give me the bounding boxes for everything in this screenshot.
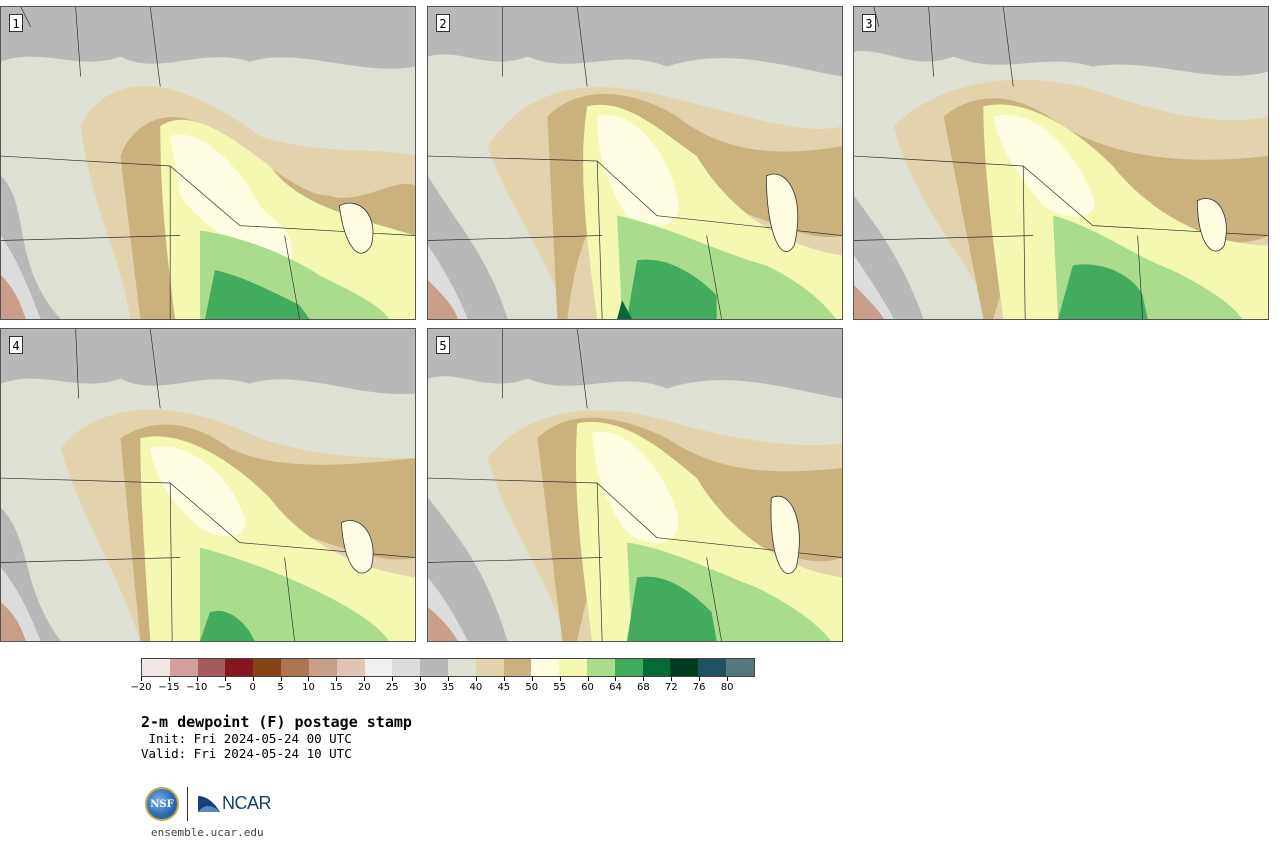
colorbar-segment xyxy=(503,659,532,676)
colorbar-tick-label: 10 xyxy=(302,682,315,693)
colorbar-segment xyxy=(614,659,643,676)
colorbar-tick-mark xyxy=(168,677,170,681)
colorbar-tick-label: −5 xyxy=(217,682,233,693)
colorbar-tick-mark xyxy=(224,677,226,681)
colorbar-segment xyxy=(447,659,476,676)
colorbar-tick-label: 50 xyxy=(525,682,539,693)
colorbar-segment xyxy=(253,659,282,676)
colorbar-tick-mark xyxy=(364,677,366,681)
colorbar-segment xyxy=(308,659,337,676)
colorbar-segment xyxy=(225,659,254,676)
nsf-logo-text: NSF xyxy=(150,798,174,810)
ncar-logo: NCAR xyxy=(198,791,272,815)
dewpoint-map-1 xyxy=(1,7,415,319)
colorbar-tick-label: 30 xyxy=(413,682,427,693)
dewpoint-map-5 xyxy=(428,329,842,641)
colorbar-tick-labels: −20 −15 −10 −5 0 5 10 15 20 25 30 35 40 45 50 55 60 64 68 7… xyxy=(0,682,1280,696)
colorbar-segment xyxy=(559,659,587,676)
colorbar-tick-label: 5 xyxy=(277,682,284,693)
colorbar-tick-label: 0 xyxy=(249,682,256,693)
panel-number-label: 5 xyxy=(436,336,450,354)
colorbar-tick-mark xyxy=(671,677,673,681)
colorbar-segment xyxy=(531,659,560,676)
colorbar-tick-label: 55 xyxy=(553,682,566,693)
dewpoint-colorbar xyxy=(141,658,755,677)
colorbar-tick-label: 80 xyxy=(720,682,734,693)
colorbar-segment xyxy=(197,659,226,676)
colorbar-tick-label: 60 xyxy=(581,682,594,693)
colorbar-tick-mark xyxy=(141,677,142,681)
colorbar-tick-label: 45 xyxy=(497,682,511,693)
colorbar-segment xyxy=(670,659,699,676)
colorbar-tick-mark xyxy=(420,677,422,681)
colorbar-tick-mark xyxy=(196,677,198,681)
colorbar-segment xyxy=(364,659,393,676)
colorbar-segment xyxy=(698,659,727,676)
colorbar-tick-mark xyxy=(559,677,561,681)
colorbar-tick-mark xyxy=(280,677,282,681)
colorbar-segment xyxy=(642,659,671,676)
colorbar-tick-label: −20 xyxy=(130,682,152,693)
ncar-logo-text: NCAR xyxy=(222,792,272,813)
colorbar-segment xyxy=(336,659,365,676)
panel-number-label: 2 xyxy=(436,14,450,32)
colorbar-tick-mark xyxy=(699,677,701,681)
dewpoint-map-2 xyxy=(428,7,842,319)
panel-number-label: 4 xyxy=(9,336,23,354)
map-panel-1[interactable]: 1 xyxy=(0,6,416,320)
colorbar-tick-mark xyxy=(643,677,645,681)
colorbar-tick-label: 64 xyxy=(609,682,622,693)
colorbar-tick-mark xyxy=(615,677,617,681)
colorbar-tick-label: 68 xyxy=(636,682,650,693)
colorbar-segment xyxy=(420,659,448,676)
valid-time-text: Valid: Fri 2024-05-24 10 UTC xyxy=(141,746,352,761)
page-title: 2-m dewpoint (F) postage stamp xyxy=(141,713,412,731)
colorbar-segment xyxy=(281,659,309,676)
colorbar-tick-label: 15 xyxy=(329,682,343,693)
map-panel-5[interactable]: 5 xyxy=(427,328,843,642)
colorbar-tick-label: 76 xyxy=(692,682,706,693)
colorbar-tick-mark xyxy=(531,677,533,681)
panel-number-label: 3 xyxy=(862,14,876,32)
dewpoint-map-4 xyxy=(1,329,415,641)
colorbar-tick-mark xyxy=(727,677,729,681)
colorbar-tick-label: 20 xyxy=(357,682,371,693)
dewpoint-map-3 xyxy=(854,7,1268,319)
colorbar-segment xyxy=(392,659,421,676)
colorbar-segment xyxy=(142,659,170,676)
colorbar-segment xyxy=(475,659,504,676)
ncar-mark-icon xyxy=(198,796,220,812)
colorbar-segment xyxy=(169,659,198,676)
colorbar-tick-mark xyxy=(503,677,505,681)
colorbar-tick-mark xyxy=(336,677,338,681)
init-time-text: Init: Fri 2024-05-24 00 UTC xyxy=(141,731,352,746)
nsf-logo: NSF xyxy=(145,787,179,821)
colorbar-tick-label: 72 xyxy=(664,682,678,693)
colorbar-tick-mark xyxy=(392,677,394,681)
colorbar-segment xyxy=(726,659,754,676)
logo-divider xyxy=(187,787,188,821)
colorbar-segment xyxy=(587,659,615,676)
colorbar-tick-mark xyxy=(252,677,254,681)
colorbar-tick-label: 25 xyxy=(385,682,399,693)
colorbar-tick-label: 40 xyxy=(469,682,483,693)
panel-number-label: 1 xyxy=(9,14,23,32)
colorbar-tick-label: −15 xyxy=(158,682,180,693)
map-panel-3[interactable]: 3 xyxy=(853,6,1269,320)
colorbar-tick-mark xyxy=(475,677,477,681)
colorbar-tick-label: −10 xyxy=(186,682,208,693)
colorbar-tick-mark xyxy=(308,677,310,681)
map-panel-4[interactable]: 4 xyxy=(0,328,416,642)
map-panel-2[interactable]: 2 xyxy=(427,6,843,320)
colorbar-tick-label: 35 xyxy=(441,682,455,693)
colorbar-tick-mark xyxy=(448,677,449,681)
site-url: ensemble.ucar.edu xyxy=(151,826,264,839)
colorbar-tick-mark xyxy=(587,677,589,681)
